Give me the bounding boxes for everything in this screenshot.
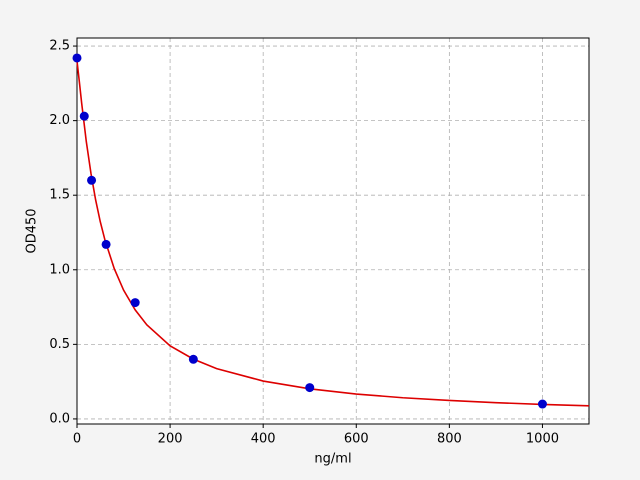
x-axis-label: ng/ml [314,452,351,467]
x-tick-label: 600 [344,432,369,447]
x-tick-label: 400 [251,432,276,447]
plot-area [77,38,589,424]
axes-frame [76,37,590,425]
y-tick-label: 0.5 [49,337,70,352]
x-tick-label: 1000 [526,432,559,447]
y-tick-label: 2.0 [49,113,70,128]
data-point [305,383,315,393]
data-point [130,298,140,308]
x-tick-label: 0 [73,432,81,447]
data-point [87,175,97,185]
y-tick-label: 2.5 [49,39,70,54]
y-axis-label: OD450 [25,208,40,253]
x-tick-label: 200 [158,432,183,447]
data-point [537,399,547,409]
x-tick-label: 800 [437,432,462,447]
fit-curve [76,60,590,407]
data-point [188,354,198,364]
y-tick-label: 1.5 [49,188,70,203]
y-tick-label: 1.0 [49,262,70,277]
data-point [72,53,82,63]
y-tick-label: 0.0 [49,411,70,426]
data-point [79,111,89,121]
data-point [101,239,111,249]
